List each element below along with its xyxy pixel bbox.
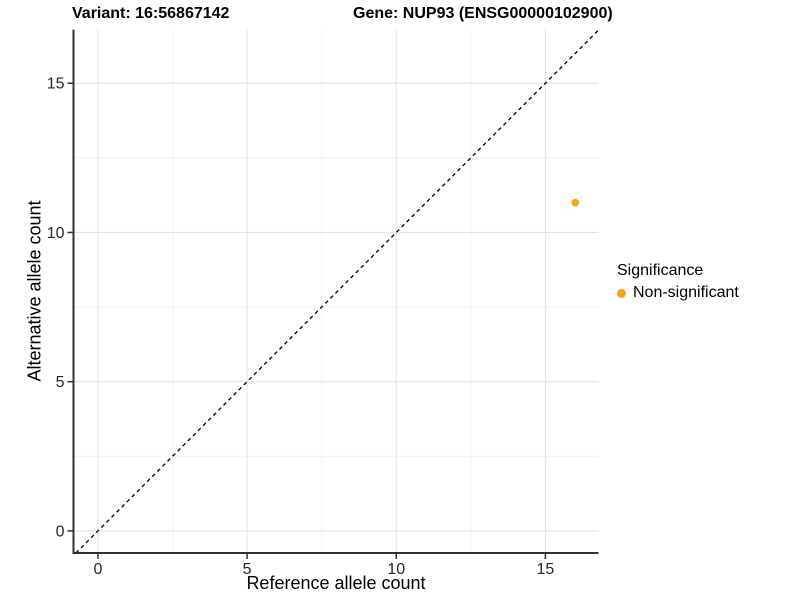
y-axis-title: Alternative allele count — [24, 200, 45, 382]
legend-item-non-significant: Non-significant — [617, 284, 739, 302]
y-tick-label: 0 — [56, 523, 65, 540]
x-tick-label: 10 — [387, 561, 405, 578]
gene-title: Gene: NUP93 (ENSG00000102900) — [353, 5, 613, 22]
legend: Significance Non-significant — [617, 262, 739, 302]
x-tick-label: 15 — [537, 561, 555, 578]
y-tick-label: 15 — [47, 76, 65, 93]
legend-title: Significance — [617, 262, 704, 279]
y-tick-label: 10 — [47, 225, 65, 242]
x-tick-label: 0 — [94, 561, 103, 578]
legend-item-label: Non-significant — [633, 284, 739, 301]
x-axis-title: Reference allele count — [246, 573, 426, 593]
variant-title: Variant: 16:56867142 — [72, 5, 230, 22]
legend-point-icon — [617, 288, 626, 298]
y-tick-label: 5 — [56, 374, 65, 391]
x-tick-label: 5 — [243, 561, 252, 578]
